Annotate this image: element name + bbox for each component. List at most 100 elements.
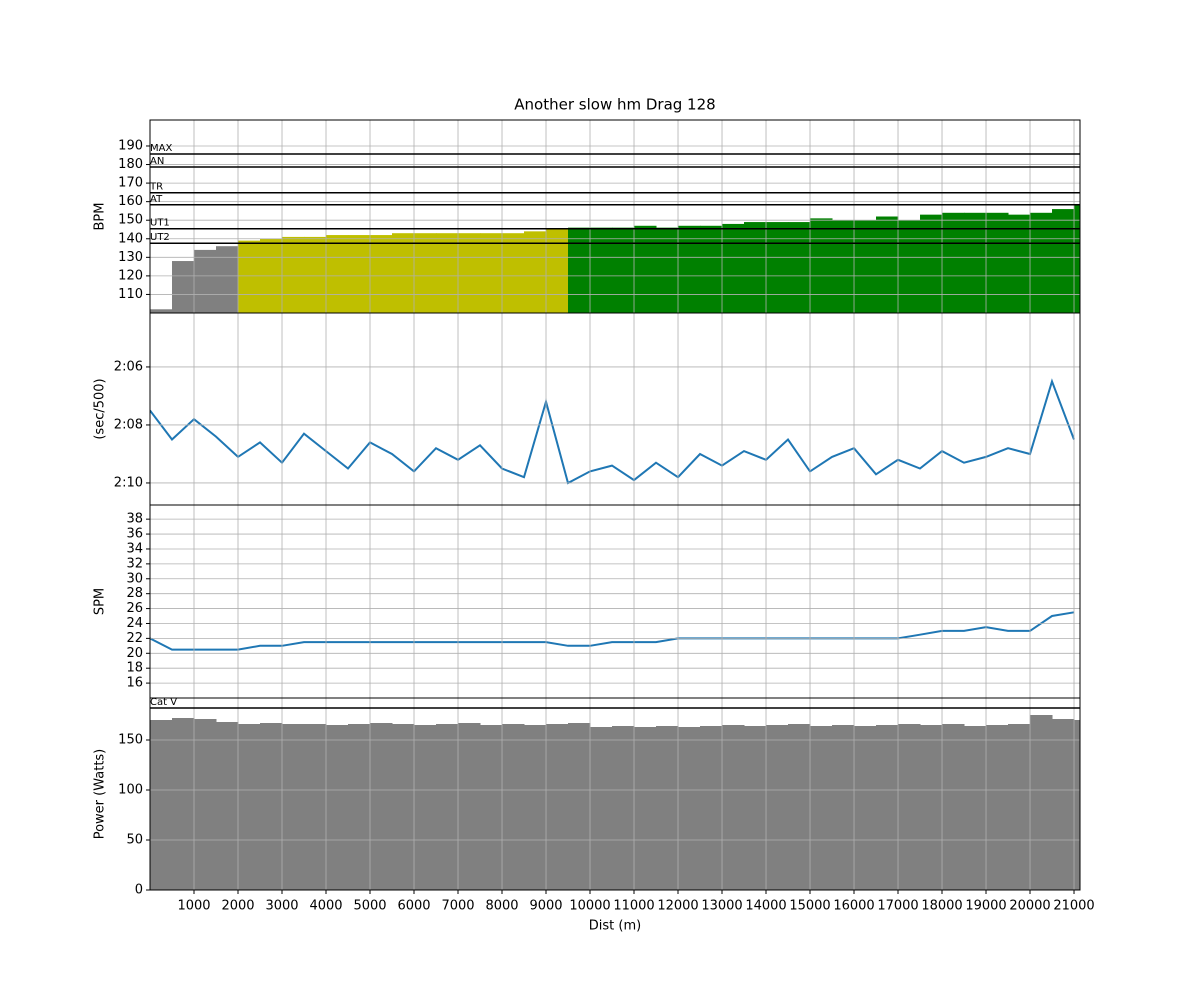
- bar: [810, 218, 833, 313]
- bar: [700, 225, 723, 313]
- bar: [788, 724, 811, 890]
- x-tick-label: 7000: [441, 899, 474, 914]
- bar: [986, 212, 1009, 313]
- y-tick-label: 140: [118, 231, 143, 246]
- chart-title: Another slow hm Drag 128: [514, 96, 715, 114]
- bar: [524, 725, 547, 890]
- y-tick-label: 34: [126, 541, 143, 556]
- bar: [348, 235, 371, 313]
- bar: [304, 724, 327, 890]
- bar: [216, 246, 239, 313]
- bar: [1074, 205, 1080, 313]
- x-tick-label: 5000: [353, 899, 386, 914]
- bar: [150, 309, 173, 313]
- y-tick-label: 18: [126, 661, 143, 676]
- x-tick-label: 4000: [309, 899, 342, 914]
- bar: [590, 227, 613, 313]
- x-tick-label: 3000: [265, 899, 298, 914]
- bar: [414, 725, 437, 890]
- bar: [876, 216, 899, 313]
- bar: [1008, 214, 1031, 313]
- y-tick-label: 20: [126, 646, 143, 661]
- y-axis-label: Power (Watts): [93, 749, 108, 840]
- plot-area: [150, 611, 1075, 651]
- bar: [1030, 212, 1053, 313]
- y-tick-label: 32: [126, 556, 143, 571]
- bar: [832, 220, 855, 313]
- y-axis-label: SPM: [93, 588, 108, 615]
- bar: [590, 727, 613, 890]
- bar: [370, 235, 393, 313]
- y-tick-label: 26: [126, 601, 143, 616]
- y-tick-label: 2:10: [114, 475, 143, 490]
- y-tick-label: 180: [118, 157, 143, 172]
- y-tick-label: 150: [118, 733, 143, 748]
- plot-area: [150, 715, 1080, 890]
- x-tick-label: 14000: [745, 899, 786, 914]
- x-tick-label: 18000: [921, 899, 962, 914]
- bar: [568, 723, 591, 890]
- y-tick-label: 30: [126, 571, 143, 586]
- y-tick-label: 100: [118, 783, 143, 798]
- bar: [436, 233, 459, 313]
- plot-area: [150, 378, 1075, 485]
- bar: [392, 724, 415, 890]
- zone-label: MAX: [150, 143, 172, 154]
- x-axis-label: Dist (m): [589, 919, 641, 934]
- bar: [942, 212, 965, 313]
- bar: [656, 726, 679, 890]
- y-tick-label: 16: [126, 676, 143, 691]
- y-tick-label: 24: [126, 616, 143, 631]
- bar: [634, 225, 657, 313]
- bar: [392, 233, 415, 313]
- plot-area: [150, 205, 1080, 313]
- bar: [370, 723, 393, 890]
- bar: [612, 227, 635, 313]
- x-tick-label: 20000: [1009, 899, 1050, 914]
- y-tick-label: 2:08: [114, 417, 143, 432]
- bar: [458, 723, 481, 890]
- bar: [238, 240, 261, 313]
- zone-label: AN: [150, 156, 164, 167]
- y-tick-label: 150: [118, 213, 143, 228]
- bar: [678, 225, 701, 313]
- y-tick-label: 28: [126, 586, 143, 601]
- y-tick-label: 38: [126, 512, 143, 527]
- bar: [898, 220, 921, 313]
- x-tick-label: 13000: [701, 899, 742, 914]
- y-tick-label: 2:06: [114, 359, 143, 374]
- x-tick-label: 11000: [613, 899, 654, 914]
- line: [150, 611, 1075, 651]
- bar: [458, 233, 481, 313]
- y-tick-label: 22: [126, 631, 143, 646]
- bar: [920, 214, 943, 313]
- bar: [194, 249, 217, 313]
- bar: [744, 222, 767, 313]
- bar: [1052, 719, 1075, 890]
- bar: [502, 233, 525, 313]
- bar: [238, 724, 261, 890]
- zone-label: AT: [150, 194, 163, 205]
- y-tick-label: 120: [118, 268, 143, 283]
- bar: [194, 719, 217, 890]
- bar: [810, 726, 833, 890]
- bar: [964, 212, 987, 313]
- bar: [568, 227, 591, 313]
- bar: [942, 724, 965, 890]
- x-tick-label: 16000: [833, 899, 874, 914]
- bar: [854, 220, 877, 313]
- x-tick-label: 21000: [1053, 899, 1094, 914]
- zone-label: UT1: [150, 218, 170, 229]
- bar: [150, 720, 173, 890]
- axes-frame: [149, 312, 1081, 506]
- y-tick-label: 190: [118, 138, 143, 153]
- zone-label: TR: [149, 182, 163, 193]
- bar: [326, 725, 349, 890]
- bar: [700, 726, 723, 890]
- bar: [260, 723, 283, 890]
- y-axis-label: BPM: [93, 203, 108, 231]
- bar: [898, 724, 921, 890]
- bar: [766, 222, 789, 313]
- bar: [722, 223, 745, 313]
